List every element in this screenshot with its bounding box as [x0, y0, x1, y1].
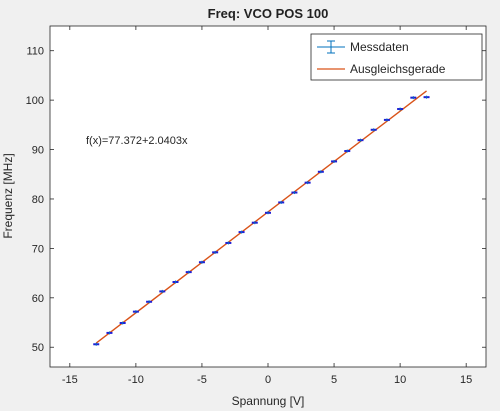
x-tick-label: 5: [331, 374, 337, 386]
legend-errorbar-symbol: [317, 40, 345, 54]
x-tick-label: 10: [394, 374, 406, 386]
y-axis-label: Frequenz [MHz]: [1, 153, 15, 238]
chart-title: Freq: VCO POS 100: [208, 6, 329, 21]
fit-annotation: f(x)=77.372+2.0403x: [86, 135, 188, 147]
y-ticks: 50 60 70 80 90 100 110: [26, 46, 486, 354]
legend: Messdaten Ausgleichsgerade: [310, 33, 483, 81]
x-tick-label: -5: [197, 374, 207, 386]
plot-area: [50, 26, 486, 367]
y-tick-label: 80: [32, 194, 44, 206]
y-tick-label: 60: [32, 293, 44, 305]
points-layer: [93, 95, 430, 346]
y-tick-label: 100: [26, 95, 44, 107]
x-tick-label: -10: [128, 374, 144, 386]
x-tick-label: 0: [265, 374, 271, 386]
legend-label-messdaten: Messdaten: [350, 40, 409, 54]
y-tick-label: 70: [32, 243, 44, 255]
x-axis-label: Spannung [V]: [232, 394, 305, 408]
legend-box: [310, 33, 483, 81]
x-tick-label: -15: [62, 374, 78, 386]
x-tick-label: 15: [460, 374, 472, 386]
x-ticks: -15 -10 -5 0 5 10 15: [62, 26, 472, 386]
legend-label-ausgleichsgerade: Ausgleichsgerade: [350, 62, 446, 76]
y-tick-label: 50: [32, 342, 44, 354]
y-tick-label: 90: [32, 145, 44, 157]
y-tick-label: 110: [26, 46, 44, 58]
